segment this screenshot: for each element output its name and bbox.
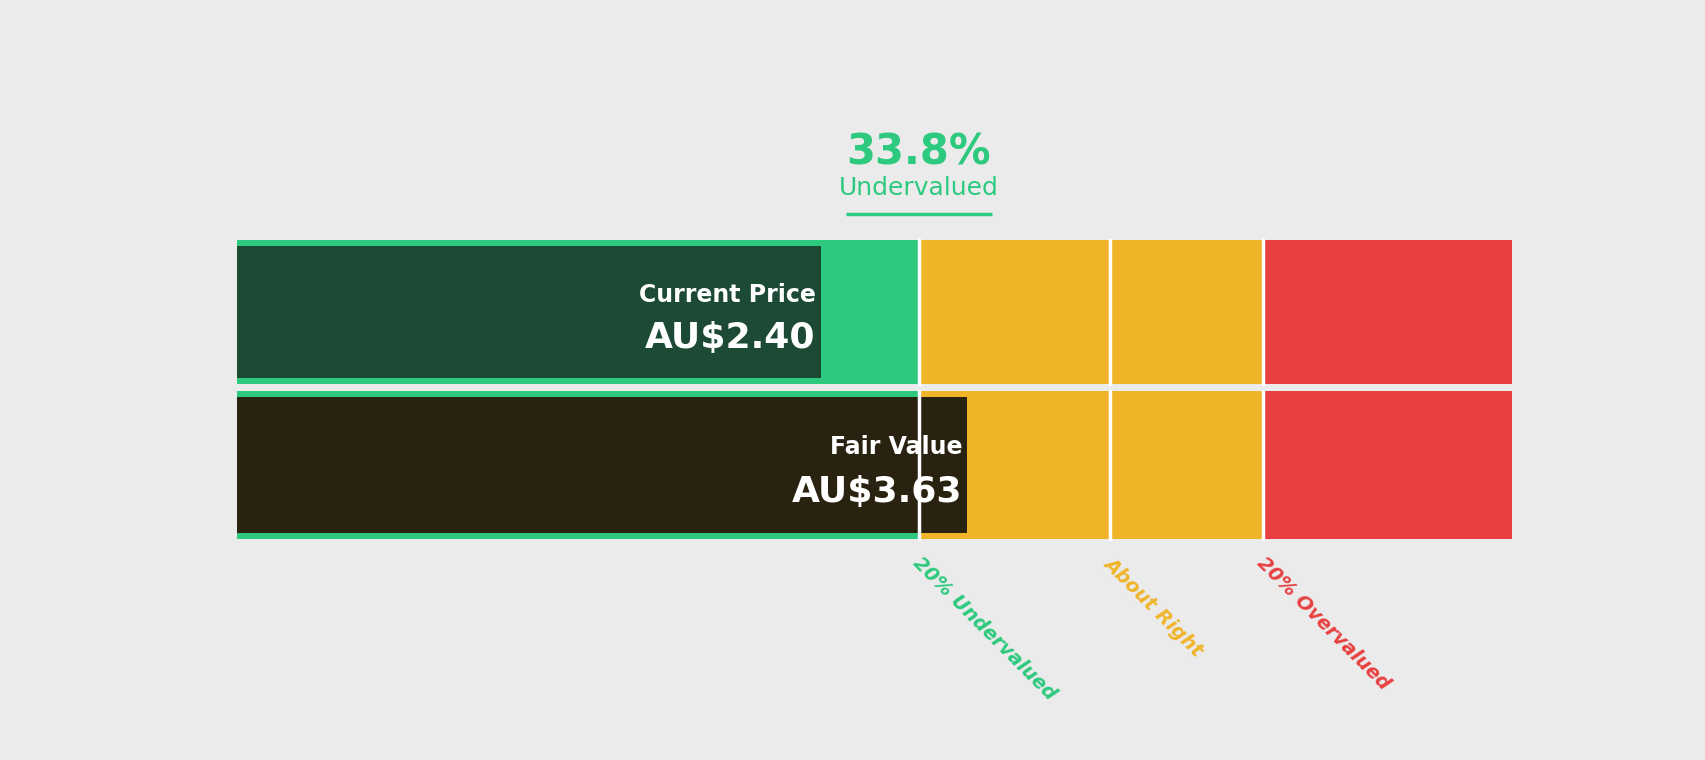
Text: AU$3.63: AU$3.63 [791,474,962,508]
Bar [237,246,820,378]
Bar [237,240,919,384]
Bar [237,384,1511,391]
Bar [919,240,1262,384]
Text: 20% Overvalued: 20% Overvalued [1253,553,1393,694]
Text: 20% Undervalued: 20% Undervalued [909,553,1059,704]
Bar [1262,391,1511,539]
Bar [237,397,967,533]
Bar [1262,240,1511,384]
Text: Undervalued: Undervalued [839,176,999,200]
Text: Fair Value: Fair Value [829,435,962,459]
Text: 33.8%: 33.8% [846,131,991,173]
Bar [237,391,919,539]
Text: Current Price: Current Price [638,283,815,307]
Text: About Right: About Right [1100,553,1205,660]
Bar [919,391,1262,539]
Text: AU$2.40: AU$2.40 [644,321,815,355]
